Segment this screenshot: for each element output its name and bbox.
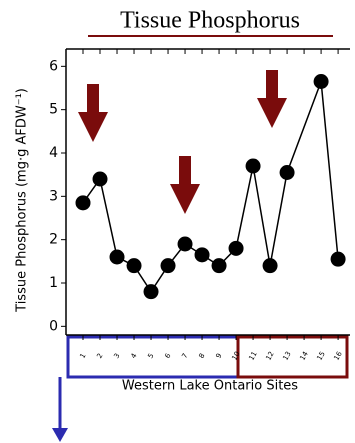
x-tick-label: 9 bbox=[214, 352, 223, 360]
x-tick-label: 3 bbox=[112, 352, 121, 360]
data-point bbox=[262, 258, 278, 274]
data-point bbox=[279, 165, 295, 180]
data-point bbox=[313, 74, 329, 89]
y-tick-label: 3 bbox=[49, 188, 58, 204]
y-tick-label: 4 bbox=[49, 145, 58, 161]
data-point bbox=[109, 249, 125, 265]
data-point bbox=[228, 240, 244, 256]
x-tick-label: 13 bbox=[281, 350, 292, 362]
data-point bbox=[211, 258, 227, 274]
arrow bbox=[257, 70, 287, 128]
x-axis-label: Western Lake Ontario Sites bbox=[122, 379, 298, 394]
data-point bbox=[245, 158, 261, 174]
y-tick-label: 2 bbox=[49, 232, 58, 248]
x-tick-label: 14 bbox=[298, 350, 310, 362]
data-point bbox=[177, 236, 193, 252]
x-tick-label: 1 bbox=[78, 352, 87, 360]
group-box-east bbox=[236, 335, 349, 379]
y-tick-label: 6 bbox=[49, 58, 58, 74]
x-tick-label: 7 bbox=[180, 352, 189, 360]
x-tick-label: 10 bbox=[230, 350, 241, 362]
x-tick-label: 5 bbox=[146, 352, 155, 360]
y-tick-label: 0 bbox=[49, 318, 58, 334]
arrow bbox=[78, 84, 108, 142]
x-tick-label: 2 bbox=[95, 352, 104, 360]
x-tick-label: 8 bbox=[197, 352, 206, 360]
data-point bbox=[194, 247, 210, 263]
data-point bbox=[75, 195, 91, 211]
x-tick-label: 16 bbox=[332, 350, 344, 362]
x-tick-label: 12 bbox=[264, 350, 275, 362]
chart-title: Tissue Phosphorus bbox=[120, 8, 300, 34]
y-tick-label: 1 bbox=[49, 275, 58, 291]
x-tick-label: 11 bbox=[247, 350, 258, 362]
y-axis-label: Tissue Phosphorus (mg·g AFDW⁻¹) bbox=[15, 88, 30, 313]
x-tick-label: 15 bbox=[315, 350, 326, 362]
data-point bbox=[330, 251, 346, 267]
x-tick-label: 6 bbox=[163, 352, 172, 360]
y-tick-label: 5 bbox=[49, 102, 58, 118]
blue-arrow-head bbox=[52, 428, 68, 442]
arrows bbox=[78, 70, 287, 214]
arrow bbox=[170, 156, 200, 214]
data-point bbox=[160, 258, 176, 274]
data-point bbox=[143, 284, 159, 300]
data-point bbox=[92, 171, 108, 187]
x-tick-label: 4 bbox=[129, 352, 138, 360]
data-point bbox=[126, 258, 142, 274]
